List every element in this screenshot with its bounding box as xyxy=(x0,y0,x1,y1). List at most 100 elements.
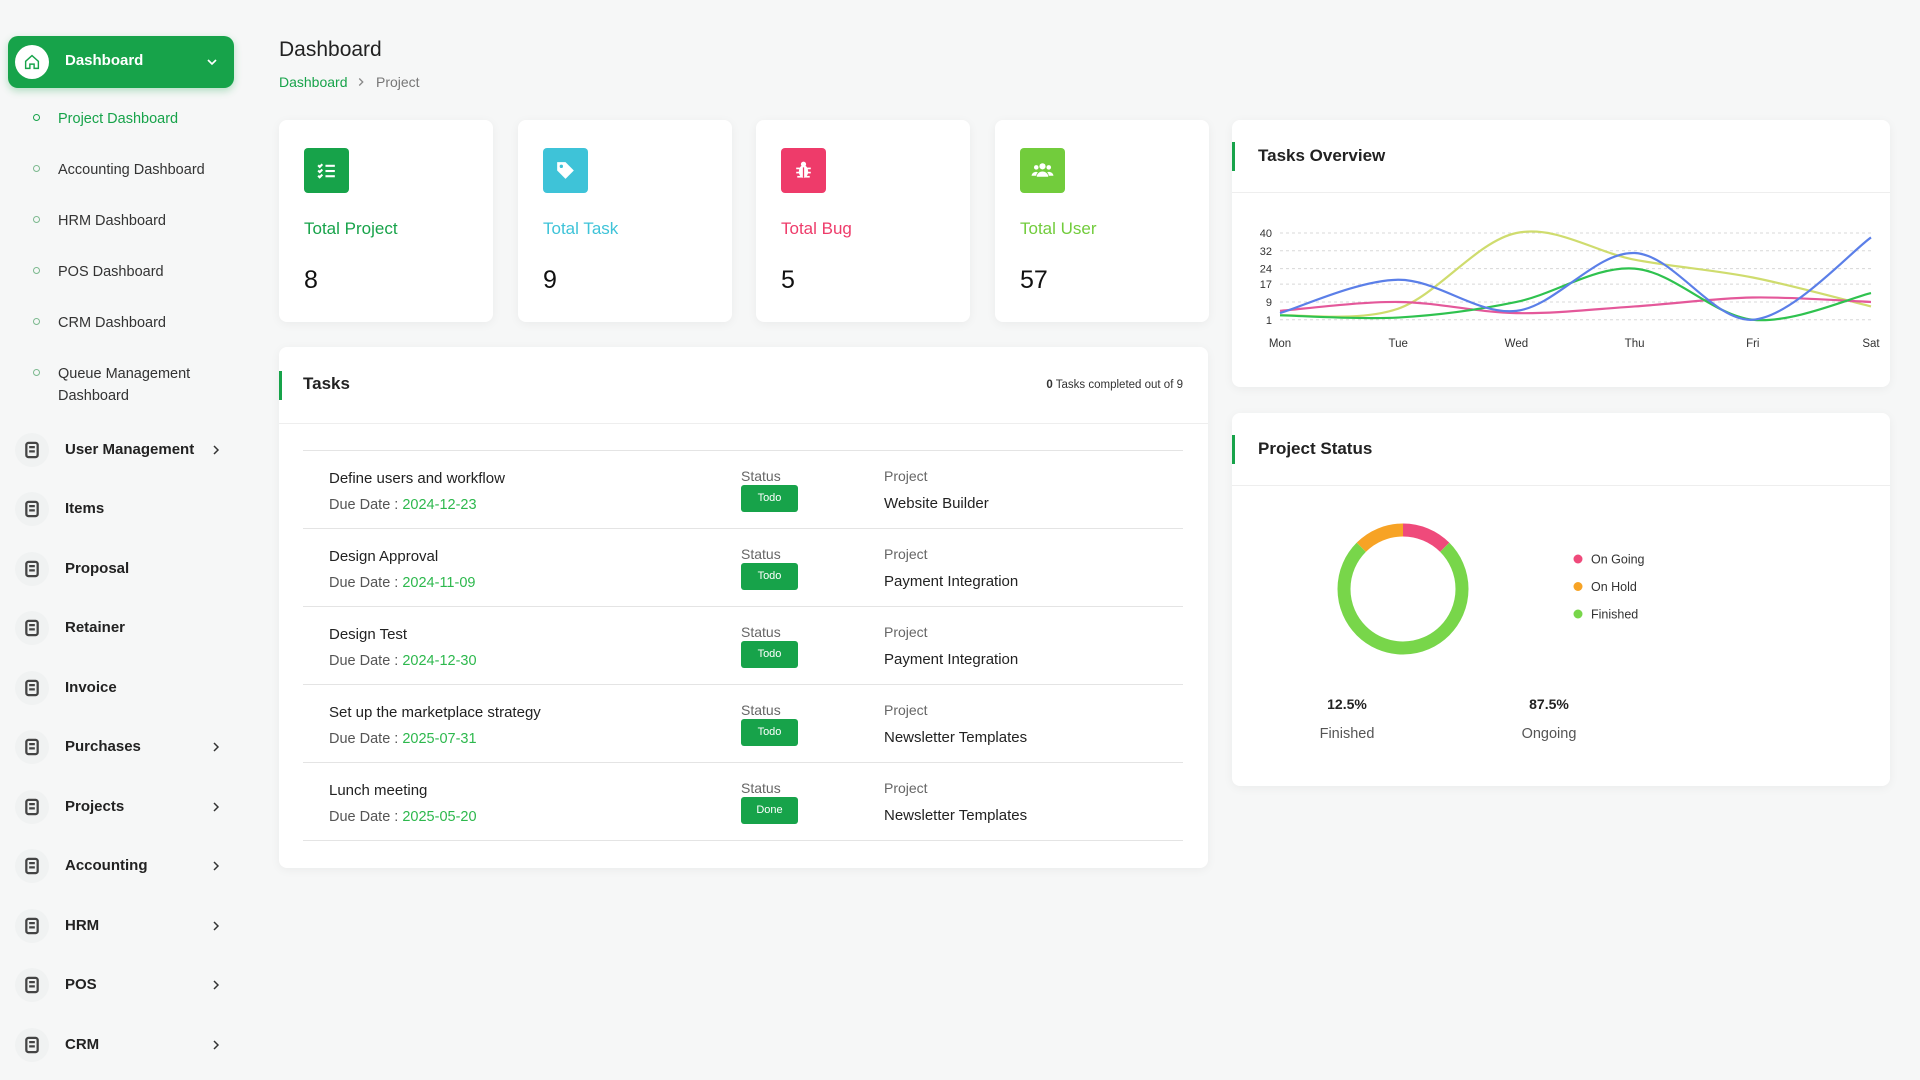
nav-active[interactable]: Dashboard xyxy=(8,36,234,88)
nav-item[interactable]: Purchases xyxy=(12,727,234,767)
nav-item[interactable]: User Management xyxy=(12,430,234,470)
stat-value: 5 xyxy=(781,266,795,294)
row-divider xyxy=(303,450,1183,451)
due-label: Due Date : xyxy=(329,497,399,513)
project-heading: Project xyxy=(884,624,928,640)
row-divider xyxy=(303,840,1183,841)
accent-bar xyxy=(1232,435,1235,464)
status-heading: Status xyxy=(741,702,781,718)
project-name: Newsletter Templates xyxy=(884,807,1028,824)
stat-icon xyxy=(1020,148,1065,193)
status-badge: Todo xyxy=(741,485,798,512)
icon xyxy=(213,861,220,871)
divider xyxy=(279,423,1208,424)
nav-label: Accounting xyxy=(65,857,148,874)
status-badge: Todo xyxy=(741,641,798,668)
icon xyxy=(213,802,220,812)
task-title: Lunch meeting xyxy=(329,782,428,799)
stat-card: Total Task 9 xyxy=(518,120,732,322)
icon xyxy=(1031,163,1054,177)
due-label: Due Date : xyxy=(329,575,399,591)
nav-label: User Management xyxy=(65,441,195,458)
icon xyxy=(15,909,49,943)
project-heading: Project xyxy=(884,780,928,796)
nav-item[interactable]: Projects xyxy=(12,787,234,827)
card-title: Tasks xyxy=(303,374,350,393)
status-heading: Status xyxy=(741,624,781,640)
stat-card: Total Project 8 xyxy=(279,120,493,322)
submenu-bullet xyxy=(33,318,40,325)
nav-item[interactable]: HRM xyxy=(12,906,234,946)
stat-icon xyxy=(543,148,588,193)
nav-label: HRM xyxy=(65,917,100,934)
stat-label: Total Project xyxy=(304,219,398,238)
stat-label: Total Task xyxy=(543,219,619,238)
icon xyxy=(213,445,220,455)
due-date: 2025-07-31 xyxy=(402,731,477,747)
task-title: Design Approval xyxy=(329,548,439,565)
divider xyxy=(1232,485,1890,486)
submenu-item[interactable]: HRM Dashboard xyxy=(58,213,166,229)
nav-item[interactable]: Invoice xyxy=(12,668,234,708)
submenu-item[interactable]: Project Dashboard xyxy=(58,111,179,127)
nav-item[interactable]: CRM xyxy=(12,1025,234,1065)
submenu-item[interactable]: CRM Dashboard xyxy=(58,315,166,331)
stat-label: Total Bug xyxy=(781,219,852,238)
submenu-bullet xyxy=(33,369,40,376)
nav-label: Retainer xyxy=(65,619,126,636)
nav-label: Projects xyxy=(65,798,125,815)
project-name: Website Builder xyxy=(884,495,989,512)
nav-label: Purchases xyxy=(65,738,141,755)
icon xyxy=(15,492,49,526)
chart-card: Project Status xyxy=(1232,413,1890,786)
divider xyxy=(1232,192,1890,193)
project-name: Payment Integration xyxy=(884,573,1019,590)
row-divider xyxy=(303,528,1183,529)
due-date: 2024-11-09 xyxy=(402,575,476,591)
project-name: Payment Integration xyxy=(884,651,1019,668)
icon xyxy=(15,671,49,705)
task-title: Set up the marketplace strategy xyxy=(329,704,541,721)
icon xyxy=(207,59,217,66)
status-badge: Todo xyxy=(741,563,798,590)
nav-item[interactable]: Items xyxy=(12,489,234,529)
nav-item[interactable]: Accounting xyxy=(12,846,234,886)
project-heading: Project xyxy=(884,702,928,718)
due-date: 2025-05-20 xyxy=(402,809,477,825)
stat-label: Total User xyxy=(1020,219,1097,238)
row-divider xyxy=(303,606,1183,607)
stat-card: Total Bug 5 xyxy=(756,120,970,322)
card-title: Project Status xyxy=(1258,439,1373,458)
due-label: Due Date : xyxy=(329,809,399,825)
nav-label: Dashboard xyxy=(65,52,144,69)
nav-item[interactable]: Proposal xyxy=(12,549,234,589)
completed-text: Tasks completed out of 9 xyxy=(1055,379,1183,391)
task-due: Due Date : 2025-07-31 xyxy=(329,731,477,747)
submenu-item[interactable]: Accounting Dashboard xyxy=(58,162,205,178)
card-title: Tasks Overview xyxy=(1258,146,1386,165)
nav-item[interactable]: POS xyxy=(12,965,234,1005)
tasks-card: Tasks 0 Tasks completed out of 9 Define us… xyxy=(279,347,1208,868)
status-heading: Status xyxy=(741,780,781,796)
task-title: Define users and workflow xyxy=(329,470,505,487)
icon xyxy=(317,163,335,179)
task-due: Due Date : 2024-11-09 xyxy=(329,575,475,591)
due-date: 2024-12-23 xyxy=(402,497,477,513)
row-divider xyxy=(303,684,1183,685)
icon xyxy=(213,742,220,752)
submenu-item[interactable]: POS Dashboard xyxy=(58,264,164,280)
due-label: Due Date : xyxy=(329,731,399,747)
breadcrumb-current: Project xyxy=(376,74,420,90)
breadcrumb-link[interactable]: Dashboard xyxy=(279,74,348,90)
stat-icon xyxy=(781,148,826,193)
icon xyxy=(15,968,49,1002)
submenu-bullet xyxy=(33,114,40,121)
stat-value: 8 xyxy=(304,266,318,294)
status-heading: Status xyxy=(741,468,781,484)
nav-item[interactable]: Retainer xyxy=(12,608,234,648)
icon xyxy=(15,730,49,764)
submenu-item[interactable]: Queue Management Dashboard xyxy=(58,366,191,404)
status-badge: Todo xyxy=(741,719,798,746)
icon xyxy=(15,433,49,467)
